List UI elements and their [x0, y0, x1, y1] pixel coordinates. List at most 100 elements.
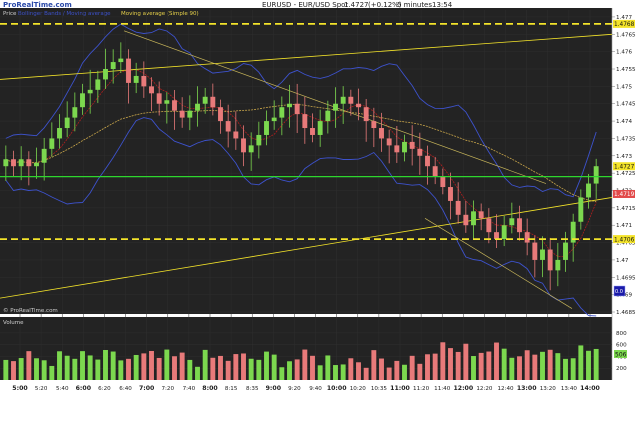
candles-layer [3, 42, 599, 291]
volume-bar [41, 360, 47, 380]
y-tick-label: 1.477 [616, 15, 632, 21]
y-tick-label: 1.4735 [616, 136, 636, 142]
volume-bar [133, 354, 139, 380]
candle-down [172, 100, 177, 111]
volume-bar [264, 351, 269, 380]
candle-down [409, 141, 415, 149]
volume-bar [325, 355, 331, 380]
volume-bar [279, 367, 285, 380]
price-tag: 1.4719 [614, 192, 635, 198]
candle-up [187, 110, 193, 118]
y-tick-label: 1.4705 [616, 241, 636, 247]
volume-bar [118, 360, 124, 380]
volume-bar [340, 364, 346, 380]
candle-up [555, 259, 561, 271]
candle-up [340, 96, 346, 104]
y-tick-label: 1.4695 [616, 275, 636, 281]
time-label: 6:20 [98, 386, 111, 392]
volume-bar [501, 348, 507, 380]
volume-bar [179, 352, 185, 380]
volume-bar [471, 356, 476, 380]
time-label: 10:00 [327, 385, 347, 392]
candle-down [294, 103, 300, 115]
candle-down [524, 232, 530, 243]
volume-tick-label: 800 [616, 331, 627, 337]
y-tick-label: 1.474 [616, 119, 632, 125]
volume-bar [172, 356, 177, 380]
time-label: 6:40 [119, 386, 132, 392]
time-axis-bg [0, 380, 612, 396]
volume-bar [195, 366, 200, 380]
candle-up [18, 159, 24, 167]
candle-up [110, 62, 116, 70]
candle-up [471, 211, 476, 226]
time-label: 12:40 [497, 386, 514, 392]
volume-bar [310, 355, 315, 380]
volume-bar [248, 358, 254, 380]
volume-bar [432, 353, 438, 380]
time-label: 11:00 [390, 385, 410, 392]
volume-bar [164, 349, 170, 380]
indicator-legend-ma: Moving average (Simple 90) [121, 11, 199, 17]
time-label: 12:00 [453, 385, 473, 392]
volume-bar [210, 357, 216, 380]
time-label: 7:20 [161, 386, 174, 392]
time-label: 9:20 [288, 386, 301, 392]
candle-up [248, 145, 254, 153]
volume-bar [540, 351, 545, 380]
candle-down [532, 242, 538, 260]
horizontal-levels[interactable] [0, 22, 612, 241]
candle-up [402, 141, 407, 153]
candle-up [256, 134, 262, 146]
candle-up [593, 166, 599, 184]
candle-up [133, 75, 139, 83]
candle-down [356, 103, 361, 108]
candle-down [149, 86, 154, 94]
candle-down [448, 187, 453, 201]
candle-up [87, 89, 93, 94]
upper-trendline [0, 33, 613, 80]
volume-bar [394, 360, 400, 380]
candle-up [57, 128, 62, 139]
volume-bar [80, 351, 85, 380]
price-tag: 1.4727 [614, 164, 635, 170]
time-label: 10:20 [350, 386, 367, 392]
volume-bar [517, 356, 522, 380]
volume-bar [578, 345, 584, 380]
volume-bar [149, 350, 154, 380]
volume-bar [417, 363, 423, 380]
candle-down [379, 128, 384, 139]
candle-up [271, 117, 277, 122]
volume-bar [18, 358, 24, 380]
volume-bar [72, 358, 78, 380]
candle-down [386, 138, 392, 146]
candle-up [164, 100, 170, 104]
volume-bar [3, 359, 9, 380]
volume-bar [509, 357, 515, 380]
channel-trendline [424, 217, 573, 309]
moving-average-90-line [5, 104, 597, 203]
candle-up [195, 103, 200, 111]
footer-brand: © ProRealTime.com [3, 307, 58, 314]
volume-bar [225, 360, 231, 380]
y-tick-label: 1.4765 [616, 32, 636, 38]
indicator-overlays [0, 23, 613, 317]
candle-down [394, 145, 400, 153]
lower-trendline [0, 197, 613, 299]
y-tick-label: 1.476 [616, 50, 632, 56]
volume-bar [141, 353, 147, 380]
volume-bar [110, 351, 116, 380]
price-panel-label: Price [3, 11, 17, 17]
volume-bar [64, 355, 70, 380]
candle-up [509, 218, 515, 226]
time-label: 5:00 [12, 385, 28, 392]
volume-bar [126, 358, 131, 380]
volume-bar [348, 358, 354, 380]
price-tag-bg [613, 162, 635, 171]
candle-up [279, 107, 285, 118]
volume-bar [532, 354, 538, 380]
time-axis: 5:00 5:20 5:40 6:00 6:20 6:40 7:00 7:20 7:40 8:00… [12, 385, 600, 392]
volume-bar [555, 353, 561, 380]
timeframe-label[interactable]: 5 minutes [397, 1, 432, 9]
candle-down [425, 155, 430, 167]
